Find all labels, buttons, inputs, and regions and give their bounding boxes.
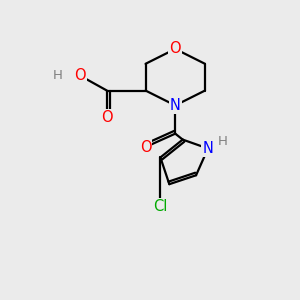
Text: O: O: [74, 68, 86, 83]
Text: O: O: [101, 110, 113, 125]
Text: Cl: Cl: [153, 199, 168, 214]
Text: O: O: [140, 140, 152, 154]
Text: N: N: [202, 141, 213, 156]
Text: O: O: [169, 41, 181, 56]
Text: N: N: [170, 98, 181, 113]
Text: H: H: [218, 135, 228, 148]
Text: H: H: [53, 69, 63, 82]
